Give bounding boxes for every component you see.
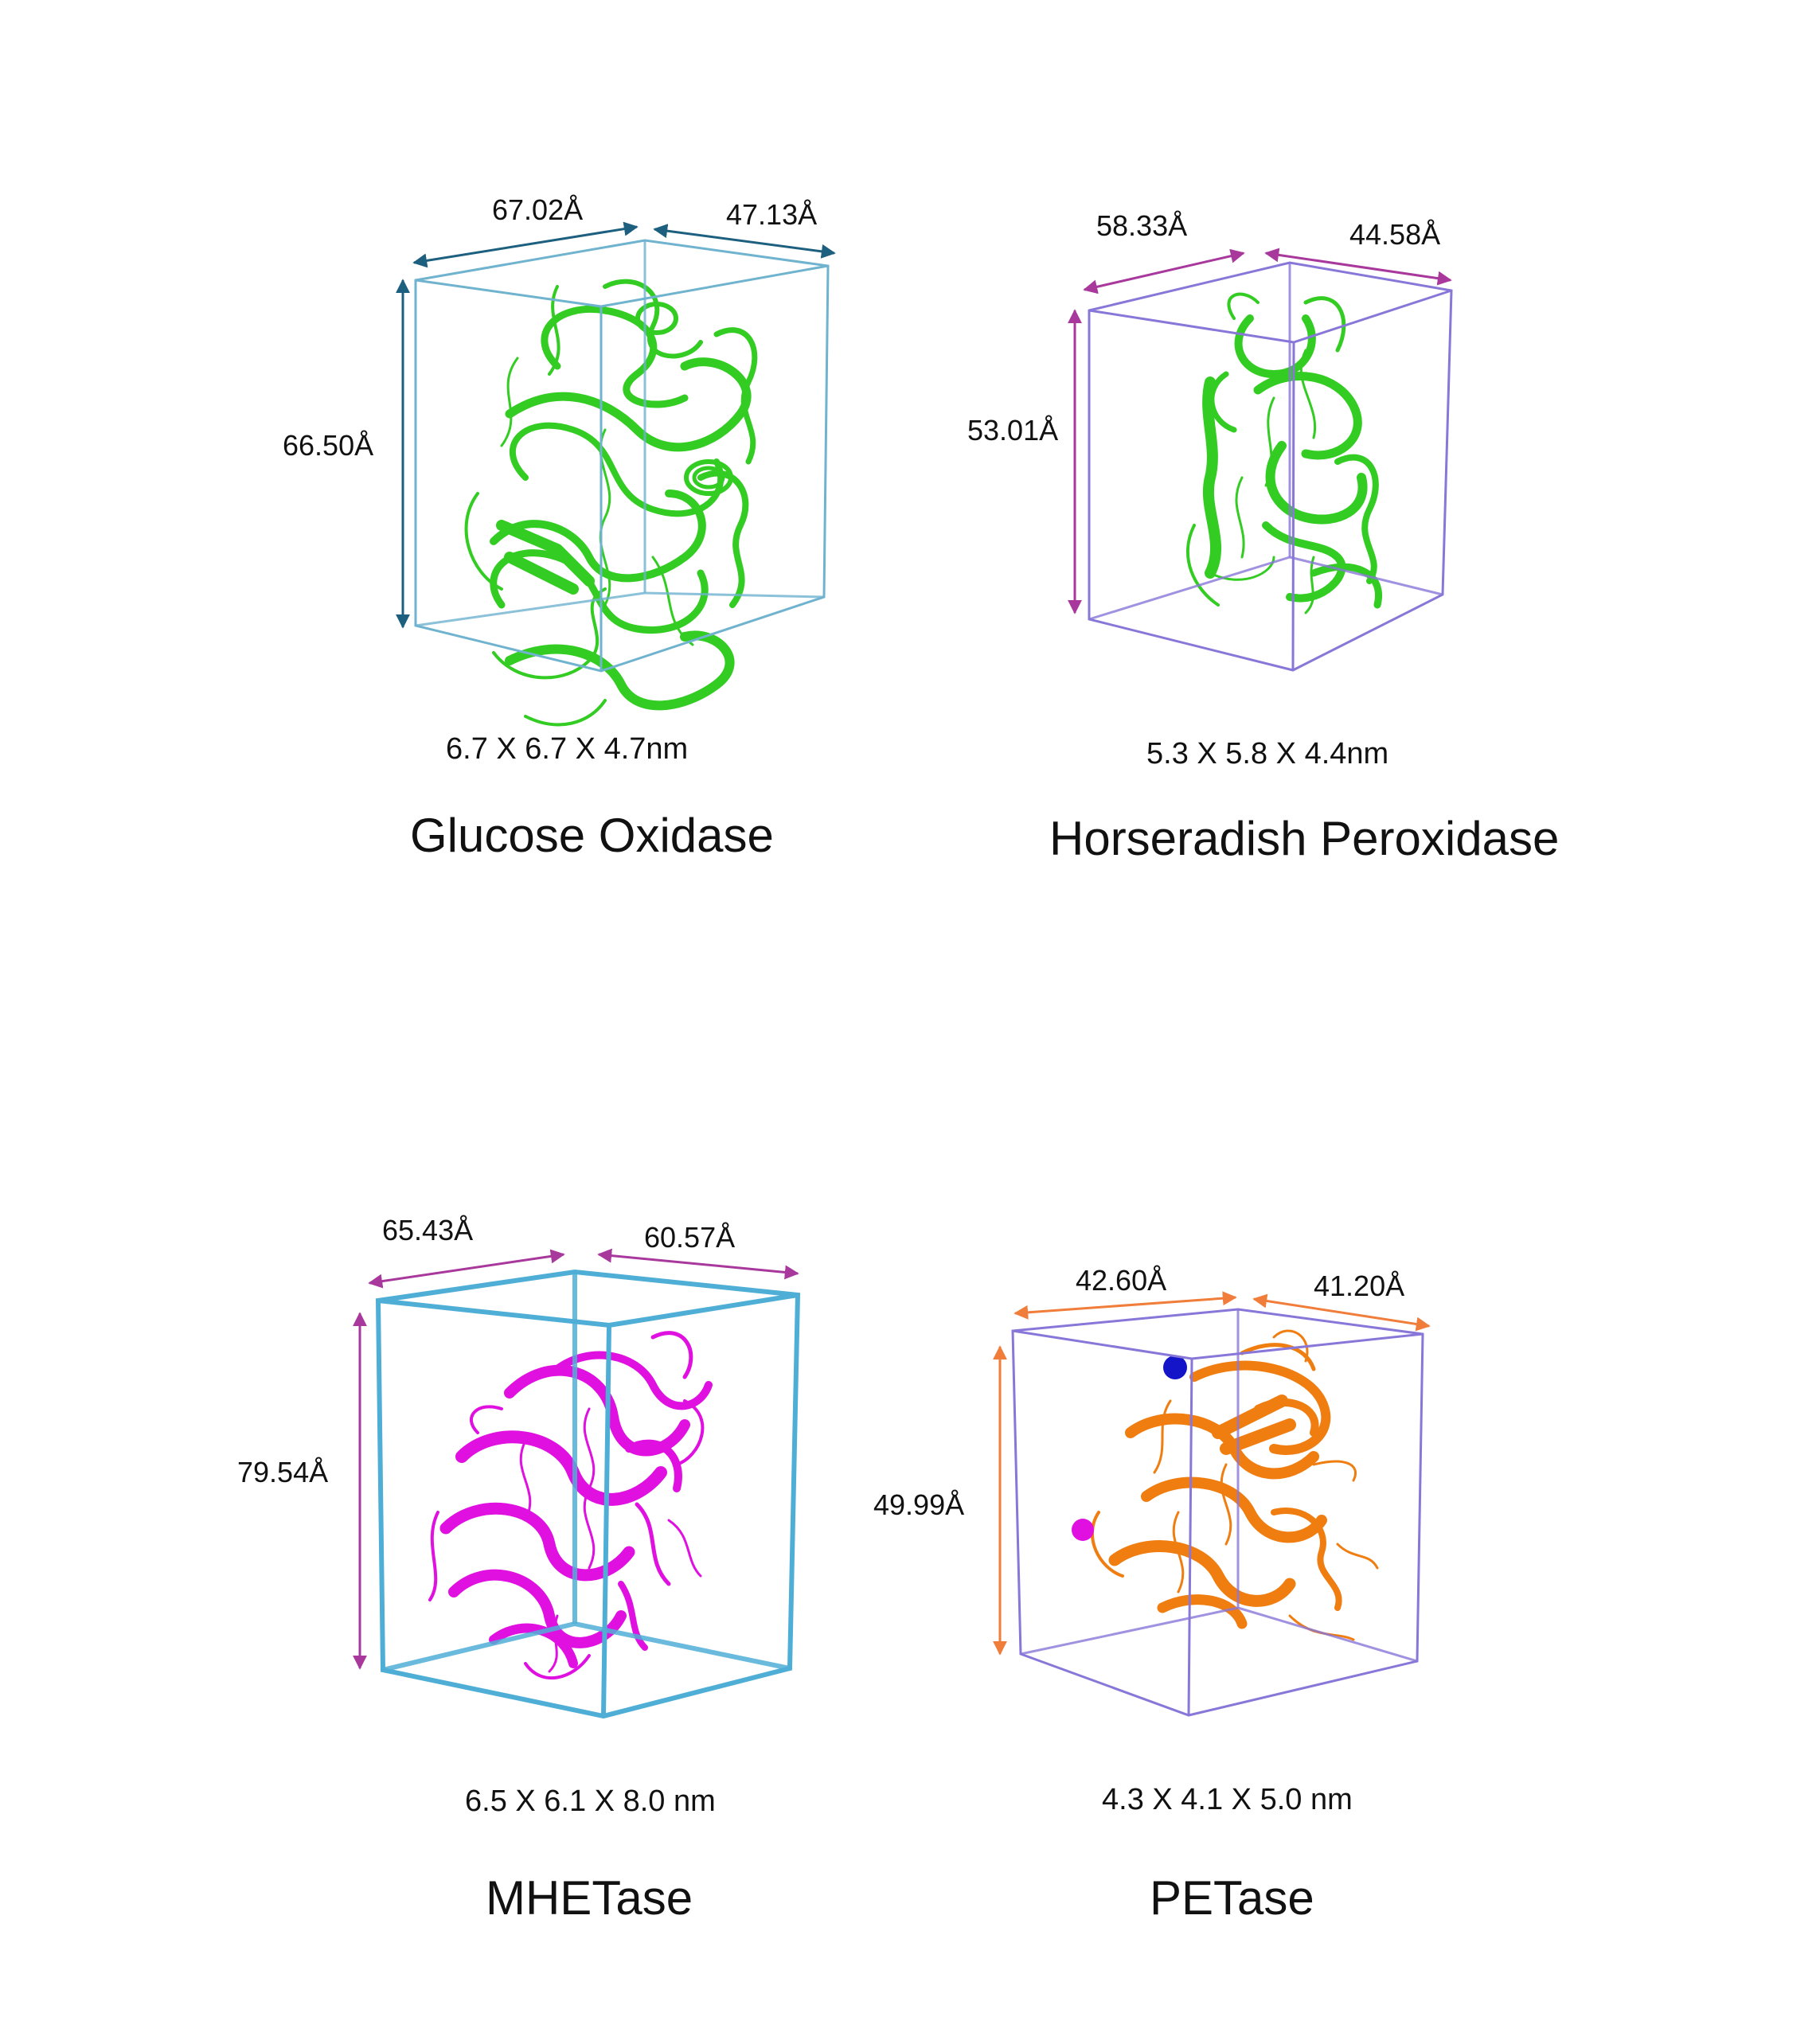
glucose-oxidase-height-label: 66.50Å bbox=[283, 429, 374, 462]
glucose-oxidase-depth-label: 47.13Å bbox=[726, 198, 818, 231]
glucose-oxidase-bounding-box bbox=[414, 239, 830, 673]
mhetase-depth-label: 60.57Å bbox=[644, 1221, 736, 1254]
glucose-oxidase-size-text: 6.7 X 6.7 X 4.7nm bbox=[446, 732, 689, 766]
horseradish-peroxidase-depth-label: 44.58Å bbox=[1349, 218, 1441, 251]
petase-magenta-sphere bbox=[1072, 1519, 1094, 1541]
mhetase-height-label: 79.54Å bbox=[237, 1456, 329, 1488]
petase-blue-sphere bbox=[1163, 1356, 1187, 1379]
petase-dimension-arrows bbox=[993, 1291, 1431, 1656]
petase-height-label: 49.99Å bbox=[873, 1488, 965, 1521]
horseradish-peroxidase-size-text: 5.3 X 5.8 X 4.4nm bbox=[1146, 737, 1389, 770]
mhetase-size-text: 6.5 X 6.1 X 8.0 nm bbox=[465, 1785, 716, 1818]
glucose-oxidase-protein bbox=[464, 279, 758, 727]
petase-bounding-box bbox=[1011, 1308, 1424, 1717]
glucose-oxidase-title: Glucose Oxidase bbox=[410, 809, 774, 862]
petase-protein bbox=[1090, 1329, 1379, 1641]
mhetase-dimension-arrows bbox=[353, 1248, 799, 1670]
glucose-oxidase-dimension-arrows bbox=[396, 221, 836, 629]
petase-width-label: 42.60Å bbox=[1076, 1264, 1167, 1297]
glucose-oxidase-width-label: 67.02Å bbox=[492, 193, 584, 226]
mhetase-bounding-box bbox=[375, 1269, 801, 1719]
petase-title: PETase bbox=[1150, 1871, 1314, 1925]
horseradish-peroxidase-dimension-arrows bbox=[1068, 248, 1452, 614]
horseradish-peroxidase-protein bbox=[1186, 292, 1382, 614]
petase-depth-label: 41.20Å bbox=[1314, 1270, 1405, 1302]
horseradish-peroxidase-title: Horseradish Peroxidase bbox=[1049, 812, 1560, 865]
mhetase-title: MHETase bbox=[486, 1871, 693, 1925]
horseradish-peroxidase-width-label: 58.33Å bbox=[1096, 209, 1188, 242]
horseradish-peroxidase-height-label: 53.01Å bbox=[967, 414, 1059, 447]
mhetase-width-label: 65.43Å bbox=[382, 1214, 474, 1246]
mhetase-protein bbox=[428, 1331, 713, 1679]
petase-size-text: 4.3 X 4.1 X 5.0 nm bbox=[1102, 1783, 1353, 1816]
